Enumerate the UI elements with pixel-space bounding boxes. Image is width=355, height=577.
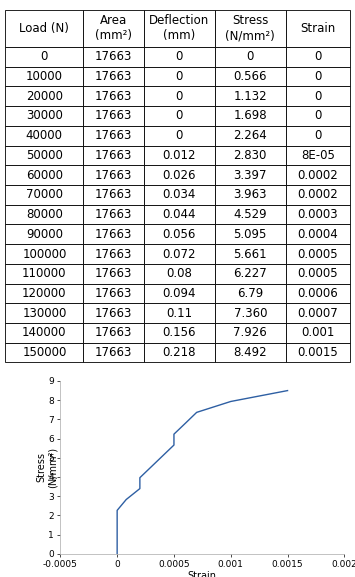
X-axis label: Strain: Strain (188, 571, 217, 577)
Y-axis label: Stress
(N/mm²): Stress (N/mm²) (36, 447, 58, 488)
